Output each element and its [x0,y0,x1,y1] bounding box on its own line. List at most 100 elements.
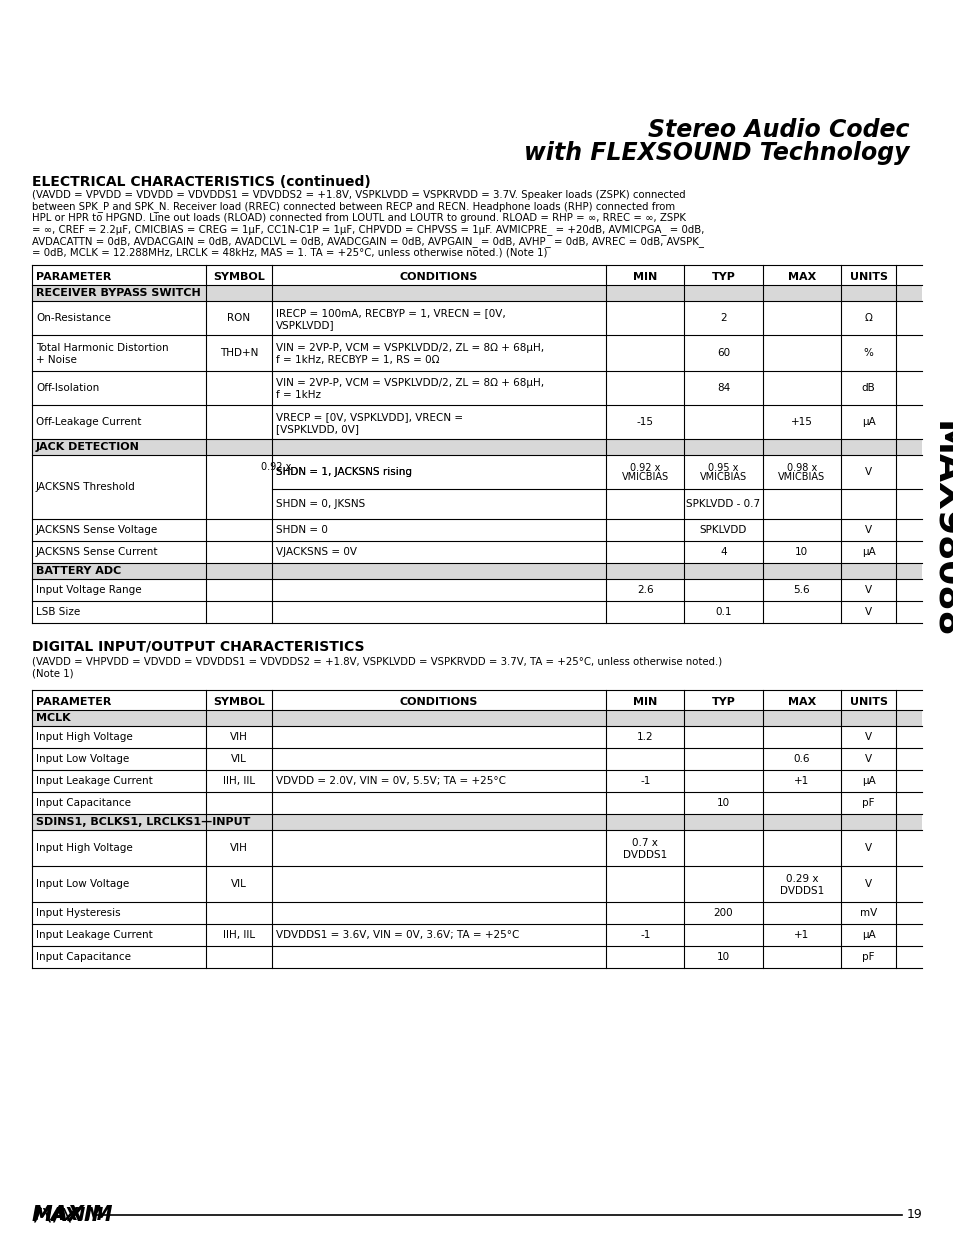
Text: VIH: VIH [230,732,248,742]
Text: 200: 200 [713,908,733,918]
Text: 10: 10 [717,952,729,962]
Text: (VAVDD = VPVDD = VDVDD = VDVDDS1 = VDVDDS2 = +1.8V, VSPKLVDD = VSPKRVDD = 3.7V. : (VAVDD = VPVDD = VDVDD = VDVDDS1 = VDVDD… [32,190,685,200]
Text: Total Harmonic Distortion: Total Harmonic Distortion [36,343,169,353]
Text: DVDDS1: DVDDS1 [779,885,823,897]
Text: IRECP = 100mA, RECBYP = 1, VRECN = [0V,: IRECP = 100mA, RECBYP = 1, VRECN = [0V, [276,308,505,317]
Text: VJACKSNS = 0V: VJACKSNS = 0V [276,547,357,557]
Text: Off-Leakage Current: Off-Leakage Current [36,417,141,427]
Text: VSPKLVDD]: VSPKLVDD] [276,320,335,330]
Text: HPL or HPR to HPGND. Line out loads (RLOAD) connected from LOUTL and LOUTR to gr: HPL or HPR to HPGND. Line out loads (RLO… [32,212,685,224]
Text: (Note 1): (Note 1) [32,668,73,678]
Text: mV: mV [859,908,877,918]
Text: +1: +1 [794,776,809,785]
Text: 2.6: 2.6 [637,585,653,595]
Text: 0.7 x: 0.7 x [632,839,658,848]
Text: Input Capacitance: Input Capacitance [36,952,131,962]
Text: μA: μA [861,417,875,427]
Bar [32,710,921,726]
Text: IIH, IIL: IIH, IIL [223,776,254,785]
Text: pF: pF [862,798,874,808]
Text: LSB Size: LSB Size [36,606,80,618]
Text: 0.98 x: 0.98 x [786,463,816,473]
Bar [32,814,921,830]
Text: +15: +15 [790,417,812,427]
Text: 0.92 x: 0.92 x [261,462,292,472]
Text: -1: -1 [639,776,650,785]
Text: MIN: MIN [633,697,657,706]
Text: Input Voltage Range: Input Voltage Range [36,585,141,595]
Text: VIH: VIH [230,844,248,853]
Text: 10: 10 [717,798,729,808]
Text: 0.1: 0.1 [715,606,731,618]
Text: JACKSNS Sense Voltage: JACKSNS Sense Voltage [36,525,158,535]
Text: UNITS: UNITS [849,272,886,282]
Text: = 0dB, MCLK = 12.288MHz, LRCLK = 48kHz, MAS = 1. TA = +25°C, unless otherwise no: = 0dB, MCLK = 12.288MHz, LRCLK = 48kHz, … [32,247,547,258]
Text: MAXIM: MAXIM [32,1205,113,1225]
Text: V: V [864,879,871,889]
Text: μA: μA [861,776,875,785]
Text: VIL: VIL [231,879,247,889]
Text: Off-Isolation: Off-Isolation [36,383,99,393]
Text: V: V [864,732,871,742]
Text: V: V [864,844,871,853]
Text: V: V [864,606,871,618]
Text: RON: RON [227,312,251,324]
Text: μA: μA [861,930,875,940]
Text: MAX: MAX [787,697,815,706]
Text: 5.6: 5.6 [793,585,809,595]
Text: +1: +1 [794,930,809,940]
Text: DVDDS1: DVDDS1 [622,850,667,860]
Text: f = 1kHz, RECBYP = 1, RS = 0Ω: f = 1kHz, RECBYP = 1, RS = 0Ω [276,354,439,366]
Text: IIH, IIL: IIH, IIL [223,930,254,940]
Text: THD+N: THD+N [219,348,258,358]
Text: VMICBIAS: VMICBIAS [621,472,668,482]
Text: SPKLVDD - 0.7: SPKLVDD - 0.7 [686,499,760,509]
Text: 0.92 x: 0.92 x [629,463,659,473]
Text: CONDITIONS: CONDITIONS [399,272,477,282]
Text: Stereo Audio Codec: Stereo Audio Codec [648,119,909,142]
Text: VMICBIAS: VMICBIAS [700,472,746,482]
Bar [32,563,921,579]
Text: with FLEXSOUND Technology: with FLEXSOUND Technology [524,141,909,165]
Text: 0.95 x: 0.95 x [707,463,738,473]
Text: pF: pF [862,952,874,962]
Text: SYMBOL: SYMBOL [213,272,265,282]
Text: 60: 60 [717,348,729,358]
Text: 0.6: 0.6 [793,755,809,764]
Text: μA: μA [861,547,875,557]
Text: Input Hysteresis: Input Hysteresis [36,908,120,918]
Text: -15: -15 [636,417,653,427]
Text: V: V [864,585,871,595]
Text: PARAMETER: PARAMETER [36,272,112,282]
Text: between SPK_P and SPK_N. Receiver load (RREC) connected between RECP and RECN. H: between SPK_P and SPK_N. Receiver load (… [32,201,675,212]
Text: 19: 19 [905,1209,921,1221]
Text: VMICBIAS: VMICBIAS [778,472,824,482]
Text: TYP: TYP [711,697,735,706]
Text: MAX98088: MAX98088 [928,421,953,638]
Text: Input High Voltage: Input High Voltage [36,732,132,742]
Text: 84: 84 [716,383,729,393]
Text: Ω: Ω [863,312,872,324]
Text: DIGITAL INPUT/OUTPUT CHARACTERISTICS: DIGITAL INPUT/OUTPUT CHARACTERISTICS [32,638,364,653]
Text: MIN: MIN [633,272,657,282]
Text: Input Low Voltage: Input Low Voltage [36,755,129,764]
Text: dB: dB [861,383,875,393]
Text: MCLK: MCLK [36,713,71,722]
Text: Input Low Voltage: Input Low Voltage [36,879,129,889]
Text: SPKLVDD: SPKLVDD [700,525,746,535]
Text: SHDN = 0, JKSNS: SHDN = 0, JKSNS [276,499,365,509]
Text: VIN = 2VP-P, VCM = VSPKLVDD/2, ZL = 8Ω + 68μH,: VIN = 2VP-P, VCM = VSPKLVDD/2, ZL = 8Ω +… [276,378,544,388]
Text: 0.29 x: 0.29 x [784,874,818,884]
Text: TYP: TYP [711,272,735,282]
Text: -1: -1 [639,930,650,940]
Text: RECEIVER BYPASS SWITCH: RECEIVER BYPASS SWITCH [36,288,200,298]
Text: V: V [864,525,871,535]
Text: AVDACATTN = 0dB, AVDACGAIN = 0dB, AVADCLVL = 0dB, AVADCGAIN = 0dB, AVPGAIN_ = 0d: AVDACATTN = 0dB, AVDACGAIN = 0dB, AVADCL… [32,236,703,247]
Text: Input Capacitance: Input Capacitance [36,798,131,808]
Text: VIL: VIL [231,755,247,764]
Text: SDINS1, BCLKS1, LRCLKS1—INPUT: SDINS1, BCLKS1, LRCLKS1—INPUT [36,818,250,827]
Text: /\/\: /\/\ [32,1207,71,1224]
Text: VIN = 2VP-P, VCM = VSPKLVDD/2, ZL = 8Ω + 68μH,: VIN = 2VP-P, VCM = VSPKLVDD/2, ZL = 8Ω +… [276,343,544,353]
Text: CONDITIONS: CONDITIONS [399,697,477,706]
Text: V: V [864,755,871,764]
